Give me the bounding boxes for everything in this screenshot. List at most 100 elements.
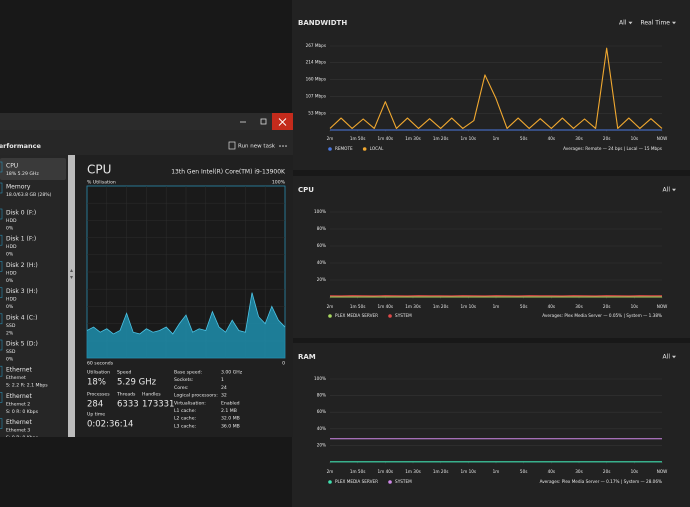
detail-label: L2 cache: — [174, 416, 197, 422]
filter[interactable]: Real Time — [640, 20, 670, 27]
detail-value: 36.0 MB — [221, 423, 240, 429]
sidebar — [0, 155, 68, 437]
filter[interactable]: All — [619, 20, 627, 27]
scrollbar[interactable] — [68, 155, 75, 437]
cpu-model: 13th Gen Intel(R) Core(TM) i9-13900K — [171, 169, 286, 176]
detail-value: 3.00 GHz — [221, 370, 243, 376]
x-tick-label: NOW — [657, 136, 668, 141]
sidebar-item[interactable]: Memory — [6, 184, 31, 191]
panel-title: CPU — [298, 186, 314, 194]
dropdown-arrow — [628, 21, 633, 25]
panel-title: RAM — [298, 353, 316, 361]
x-tick-label: 10s — [631, 469, 639, 474]
x-tick-label: 20s — [603, 136, 611, 141]
dropdown-arrow — [672, 21, 676, 25]
more-dot[interactable] — [282, 145, 284, 147]
graph-label: % Utilisation — [87, 180, 116, 186]
stat-label: Handles — [142, 392, 161, 398]
sidebar-item[interactable]: Disk 4 (C:) — [6, 314, 37, 321]
series-line — [329, 47, 663, 129]
sidebar-item[interactable]: Disk 1 (F:) — [6, 236, 36, 243]
sidebar-item[interactable]: Disk 0 (F:) — [6, 210, 36, 217]
sidebar-item[interactable]: Ethernet — [6, 419, 32, 426]
x-tick-label: 10s — [631, 304, 639, 309]
run-task-icon — [228, 141, 236, 150]
sidebar-thumb — [0, 392, 3, 403]
legend-label: PLEX MEDIA SERVER — [335, 313, 378, 318]
filter[interactable]: All — [663, 354, 671, 361]
x-tick-label: 30s — [575, 136, 583, 141]
close-icon — [278, 118, 287, 126]
x-tick-label: 50s — [520, 136, 528, 141]
more-dot[interactable] — [279, 145, 281, 147]
sidebar-detail: HDD — [6, 218, 17, 224]
y-tick-label: 60% — [317, 409, 326, 414]
detail-value: 32 — [221, 393, 227, 399]
sidebar-thumb — [0, 234, 3, 246]
sidebar-detail: 18% 5.29 GHz — [6, 171, 39, 177]
stat-label: Utilisation — [87, 370, 110, 376]
sidebar-item[interactable]: Disk 2 (H:) — [6, 262, 38, 269]
detail-label: L1 cache: — [174, 408, 197, 414]
sidebar-item[interactable]: Disk 3 (H:) — [6, 288, 38, 295]
x-tick-label: 50s — [520, 304, 528, 309]
sidebar-item[interactable]: Ethernet — [6, 393, 32, 400]
more-dot[interactable] — [285, 145, 287, 147]
x-tick-label: 1m 30s — [405, 304, 421, 309]
stat-value: 6333 — [117, 400, 139, 410]
scroll-arrows — [70, 269, 73, 279]
legend-swatch — [388, 480, 392, 484]
legend-swatch — [328, 314, 332, 318]
run-new-task[interactable]: Run new task — [238, 144, 276, 150]
sidebar-thumb — [0, 365, 3, 377]
maximize-button[interactable] — [260, 118, 267, 125]
sidebar-detail: 0% — [6, 357, 14, 363]
detail-label: Sockets: — [174, 377, 194, 383]
y-tick-label: 53 Mbps — [308, 110, 326, 115]
y-tick-label: 40% — [317, 260, 326, 265]
y-tick-label: 267 Mbps — [306, 43, 326, 48]
sidebar-thumb — [0, 339, 3, 351]
x-tick-label: 2m — [327, 136, 334, 141]
x-tick-label: 40s — [548, 469, 556, 474]
x-tick-label: 30s — [575, 304, 583, 309]
y-tick-label: 160 Mbps — [306, 77, 326, 82]
stat-label: Threads — [116, 392, 136, 398]
x-tick-label: 40s — [548, 304, 556, 309]
detail-label: L3 cache: — [174, 423, 197, 429]
sidebar-item[interactable]: Disk 5 (D:) — [6, 341, 38, 348]
legend-swatch — [362, 147, 367, 151]
cpu-usage-line — [86, 292, 286, 335]
x-tick-label: 1m 30s — [405, 469, 421, 474]
y-tick-label: 80% — [317, 393, 326, 398]
filter[interactable]: All — [663, 187, 671, 194]
graph-max: 100% — [272, 180, 286, 186]
sidebar-thumb — [0, 208, 3, 220]
stat-value: 0:02:36:14 — [87, 420, 133, 430]
stat-label: Speed — [117, 370, 131, 376]
y-tick-label: 20% — [317, 277, 326, 282]
averages: Averages: Remote — 24 bps | Local — 15 M… — [563, 146, 662, 151]
x-tick-label: 1m — [493, 136, 500, 141]
x-tick-label: 1m 30s — [405, 136, 421, 141]
sidebar-item[interactable]: Ethernet — [6, 367, 32, 374]
sidebar-thumb — [0, 161, 3, 173]
legend-swatch — [328, 480, 332, 484]
y-tick-label: 100% — [314, 209, 326, 214]
y-tick-label: 40% — [317, 426, 326, 431]
x-tick-label: 1m 40s — [378, 304, 394, 309]
cpu-panel — [292, 176, 690, 338]
sidebar-item[interactable]: CPU — [6, 163, 18, 170]
legend-label: PLEX MEDIA SERVER — [335, 479, 378, 484]
y-tick-label: 60% — [317, 243, 326, 248]
detail-label: Cores: — [174, 385, 189, 391]
sidebar-detail: HDD — [6, 297, 17, 303]
detail-value: 32.0 MB — [221, 416, 240, 422]
sidebar-detail: Ethernet — [6, 375, 26, 381]
detail-value: 2.1 MB — [221, 408, 237, 414]
dropdown-arrow — [672, 188, 676, 192]
x-tick-label: 2m — [327, 304, 334, 309]
x-tick-label: NOW — [657, 469, 668, 474]
